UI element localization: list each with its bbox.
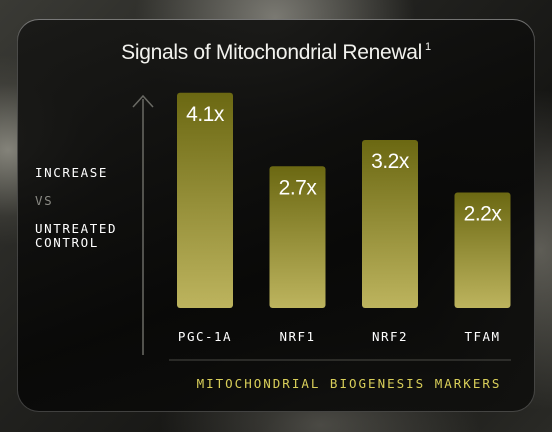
bar-nrf1 <box>269 166 326 308</box>
category-label-nrf1: NRF1 <box>279 329 315 344</box>
value-label-nrf1: 2.7x <box>279 176 318 199</box>
bar-pgc-1a <box>177 92 233 308</box>
category-label-nrf2: NRF2 <box>372 329 408 344</box>
bar-chart: 4.1x PGC-1A 2.7x NRF1 3.2x NRF2 2.2x TFAM <box>132 92 511 361</box>
chart-card: Signals of Mitochondrial Renewal 1 INCREA… <box>17 19 535 412</box>
value-label-tfam: 2.2x <box>464 203 503 226</box>
value-label-pgc-1a: 4.1x <box>186 103 225 126</box>
y-label-control: CONTROL <box>35 235 99 250</box>
y-label-increase: INCREASE <box>35 165 109 180</box>
y-label-untreated: UNTREATED <box>35 221 118 236</box>
title-footnote: 1 <box>425 41 431 53</box>
chart-title: Signals of Mitochondrial Renewal 1 <box>17 41 535 65</box>
x-axis-title: MITOCHONDRIAL BIOGENESIS MARKERS <box>196 376 502 391</box>
y-label-vs: VS <box>35 193 54 208</box>
value-label-nrf2: 3.2x <box>371 150 410 173</box>
bar-tfam <box>454 192 511 308</box>
y-axis-arrow-icon <box>132 94 154 108</box>
category-label-tfam: TFAM <box>464 329 500 344</box>
chart-title-text: Signals of Mitochondrial Renewal <box>121 41 423 64</box>
category-label-pgc-1a: PGC-1A <box>178 329 232 344</box>
bar-nrf2 <box>362 140 418 308</box>
